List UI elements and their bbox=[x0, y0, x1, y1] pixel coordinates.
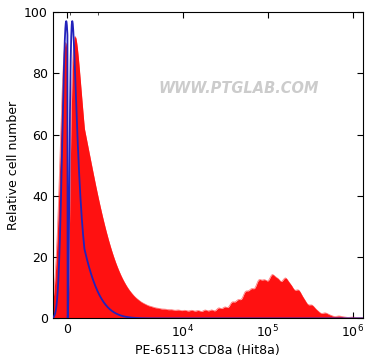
X-axis label: PE-65113 CD8a (Hit8a): PE-65113 CD8a (Hit8a) bbox=[135, 344, 280, 357]
Text: WWW.PTGLAB.COM: WWW.PTGLAB.COM bbox=[158, 81, 319, 96]
Y-axis label: Relative cell number: Relative cell number bbox=[7, 100, 20, 230]
